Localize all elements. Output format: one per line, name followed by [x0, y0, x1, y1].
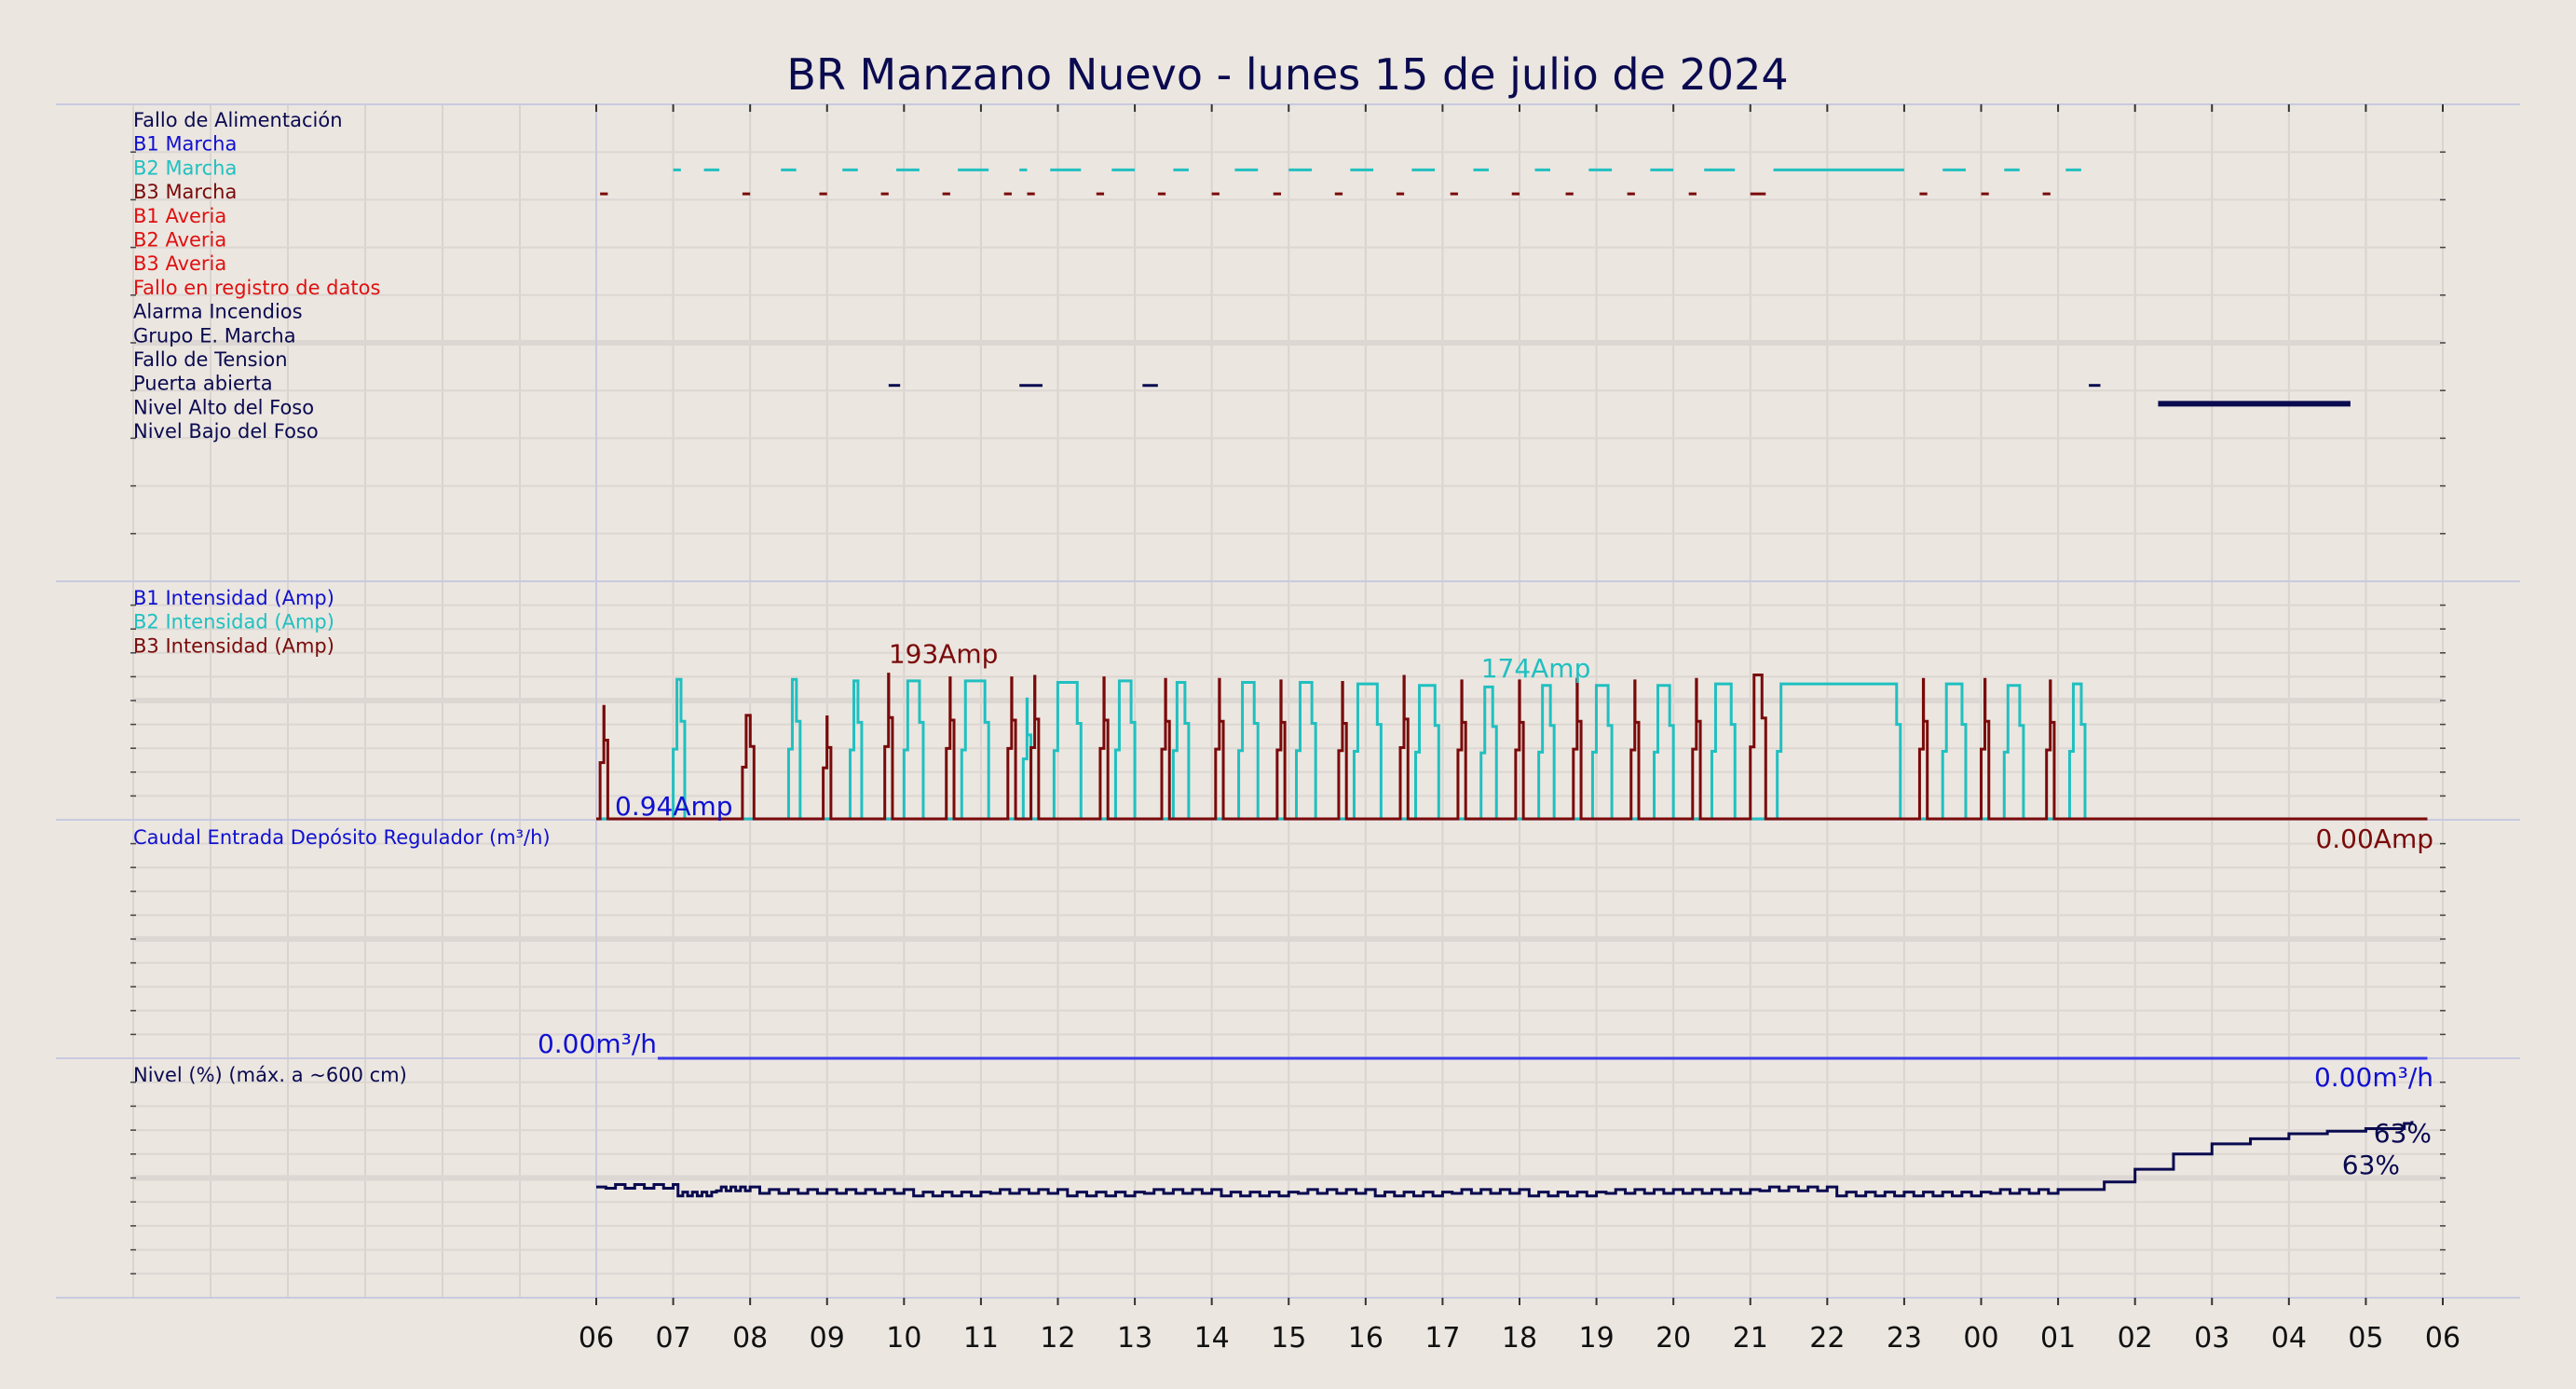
x-tick-label: 02 — [2118, 1322, 2153, 1355]
level-series-line — [596, 1121, 2414, 1198]
x-tick-label: 05 — [2348, 1322, 2383, 1355]
x-tick-label: 06 — [579, 1322, 614, 1355]
current-annotation: 193Amp — [889, 639, 999, 670]
x-tick-label: 10 — [886, 1322, 921, 1355]
digital-label: Alarma Incendios — [133, 301, 303, 323]
x-tick-label: 08 — [732, 1322, 768, 1355]
flow-annotation: 0.00m³/h — [538, 1028, 657, 1059]
digital-label: Fallo de Alimentación — [133, 109, 343, 131]
x-tick-label: 17 — [1424, 1322, 1460, 1355]
digital-label: Nivel Bajo del Foso — [133, 420, 319, 443]
digital-label: Fallo en registro de datos — [133, 277, 380, 299]
current-label: B2 Intensidad (Amp) — [133, 611, 334, 633]
x-tick-label: 14 — [1194, 1322, 1230, 1355]
x-tick-label: 03 — [2194, 1322, 2229, 1355]
x-tick-label: 04 — [2271, 1322, 2307, 1355]
digital-label: B1 Averia — [133, 205, 226, 227]
x-tick-label: 12 — [1040, 1322, 1075, 1355]
current-series-line — [596, 673, 2428, 821]
x-tick-label: 06 — [2425, 1322, 2460, 1355]
x-tick-label: 22 — [1809, 1322, 1845, 1355]
digital-label: B3 Marcha — [133, 181, 237, 203]
x-tick-label: 15 — [1271, 1322, 1306, 1355]
digital-label: Grupo E. Marcha — [133, 324, 296, 347]
x-tick-label: 11 — [963, 1322, 999, 1355]
x-tick-label: 19 — [1578, 1322, 1614, 1355]
level-annotation: 63% — [2342, 1150, 2400, 1180]
level-annotation: 63% — [2374, 1118, 2432, 1149]
digital-label: Nivel Alto del Foso — [133, 396, 314, 418]
x-tick-label: 07 — [655, 1322, 690, 1355]
current-label: B1 Intensidad (Amp) — [133, 587, 334, 609]
digital-label: B1 Marcha — [133, 133, 237, 156]
x-tick-label: 21 — [1733, 1322, 1768, 1355]
current-annotation: 0.94Amp — [615, 791, 733, 822]
chart-title: BR Manzano Nuevo - lunes 15 de julio de … — [786, 49, 1788, 100]
x-tick-label: 09 — [810, 1322, 845, 1355]
digital-label: Puerta abierta — [133, 373, 273, 395]
flow-label: Caudal Entrada Depósito Regulador (m³/h) — [133, 826, 551, 849]
flow-annotation: 0.00m³/h — [2314, 1062, 2433, 1093]
x-tick-label: 00 — [1963, 1322, 1998, 1355]
digital-label: B2 Averia — [133, 229, 226, 252]
level-label: Nivel (%) (máx. a ~600 cm) — [133, 1064, 407, 1086]
x-axis: 06 07 08 09 10 11 12 13 14 15 16 17 18 19 20 21 22 23 00 01… — [579, 104, 2460, 1355]
digital-label: B3 Averia — [133, 252, 226, 275]
x-tick-label: 13 — [1117, 1322, 1152, 1355]
x-tick-label: 18 — [1502, 1322, 1537, 1355]
x-tick-label: 16 — [1348, 1322, 1383, 1355]
current-annotation: 0.00Amp — [2315, 824, 2433, 854]
grid — [56, 103, 2520, 1299]
current-label: B3 Intensidad (Amp) — [133, 634, 334, 657]
digital-label: Fallo de Tension — [133, 348, 288, 371]
x-tick-label: 20 — [1656, 1322, 1691, 1355]
x-tick-label: 23 — [1887, 1322, 1922, 1355]
x-tick-label: 01 — [2040, 1322, 2076, 1355]
digital-label: B2 Marcha — [133, 157, 237, 179]
current-annotation: 174Amp — [1481, 653, 1591, 684]
